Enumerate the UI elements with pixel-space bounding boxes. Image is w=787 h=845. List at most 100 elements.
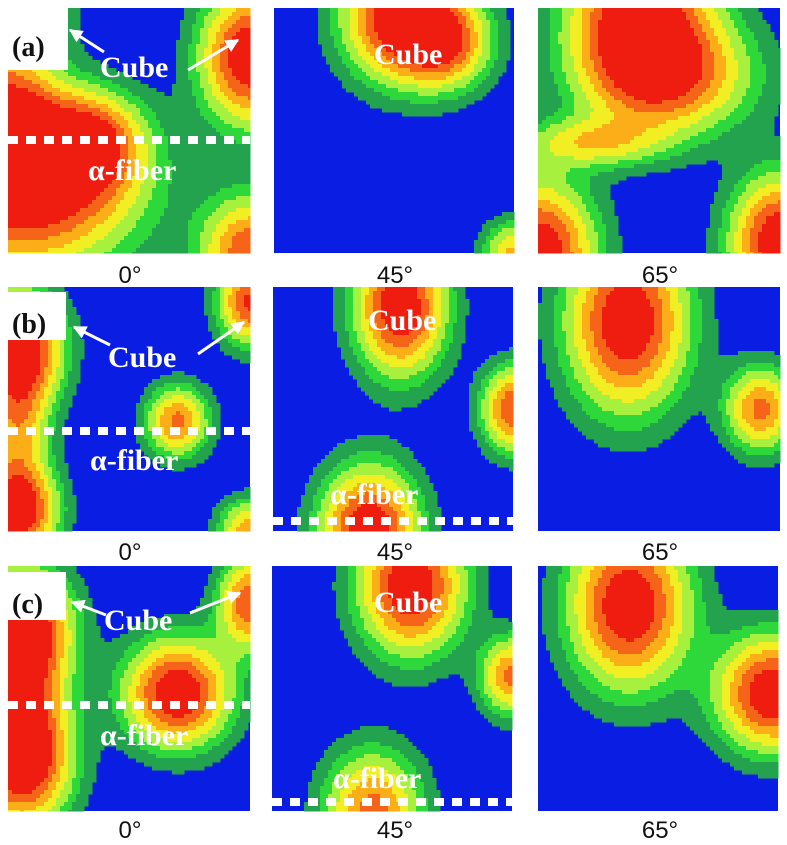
heatmap-cell [132, 128, 141, 133]
heatmap-cell [654, 331, 663, 336]
heatmap-cell [718, 180, 739, 185]
heatmap-cell [546, 570, 563, 575]
heatmap-cell [468, 586, 477, 591]
heatmap-cell [476, 682, 485, 687]
heatmap-cell [208, 519, 221, 524]
heatmap-cell [204, 224, 217, 229]
heatmap-cell [228, 315, 233, 320]
heatmap-cell [8, 746, 53, 751]
heatmap-cell [722, 702, 731, 707]
heatmap-cell [353, 299, 362, 304]
heatmap-cell [570, 200, 583, 205]
heatmap-cell [184, 423, 193, 428]
heatmap-cell [458, 16, 467, 21]
heatmap-cell [200, 698, 209, 703]
heatmap-cell [574, 610, 587, 615]
heatmap-cell [156, 734, 201, 739]
heatmap-cell [20, 423, 33, 428]
heatmap-cell [734, 411, 743, 416]
heatmap-cell [489, 371, 498, 376]
heatmap-cell [318, 12, 331, 17]
heatmap-cell [220, 244, 233, 249]
heatmap-cell [342, 28, 351, 33]
heatmap-cell [433, 315, 442, 320]
heatmap-cell [662, 319, 675, 324]
heatmap-cell [453, 339, 466, 344]
heatmap-cell [100, 116, 113, 121]
angle-label-a-65: 65° [642, 262, 678, 289]
heatmap-cell [746, 658, 767, 663]
heatmap-cell [240, 331, 251, 336]
heatmap-cell [334, 40, 343, 45]
heatmap-cell [405, 523, 414, 528]
heatmap-cell [457, 319, 466, 324]
heatmap-cell [8, 351, 41, 356]
heatmap-cell [92, 228, 113, 233]
heatmap-cell [338, 52, 351, 57]
heatmap-cell [140, 188, 153, 193]
heatmap-cell [368, 610, 377, 615]
heatmap-cell [425, 351, 438, 356]
heatmap-cell [348, 762, 397, 767]
heatmap-cell [490, 28, 499, 33]
heatmap-cell [72, 678, 85, 683]
heatmap-cell [216, 630, 229, 635]
heatmap-cell [220, 662, 237, 667]
heatmap-cell [778, 399, 781, 404]
heatmap-cell [156, 415, 161, 420]
heatmap-cell [562, 96, 575, 101]
heatmap-cell [204, 307, 213, 312]
heatmap-cell [774, 423, 781, 428]
heatmap-cell [196, 64, 205, 69]
heatmap-cell [670, 634, 679, 639]
heatmap-cell [353, 511, 386, 516]
heatmap-cell [348, 810, 361, 812]
heatmap-cell [64, 347, 73, 352]
heatmap-cell [594, 156, 643, 161]
heatmap-cell [208, 72, 217, 77]
heatmap-cell [84, 746, 105, 751]
heatmap-cell [338, 12, 351, 17]
heatmap-cell [84, 622, 97, 627]
heatmap-cell [578, 212, 591, 217]
heatmap-cell [750, 180, 781, 185]
heatmap-cell [742, 403, 755, 408]
heatmap-cell [232, 311, 241, 316]
heatmap-cell [136, 411, 145, 416]
heatmap-cell [32, 387, 41, 392]
heatmap-cell [180, 36, 193, 41]
heatmap-cell [216, 315, 221, 320]
heatmap-cell [220, 602, 225, 607]
heatmap-cell [200, 72, 209, 77]
heatmap-cell [570, 216, 583, 221]
heatmap-cell [68, 375, 81, 380]
heatmap-cell [714, 52, 723, 57]
heatmap-cell [216, 96, 229, 101]
heatmap-cell [48, 80, 65, 85]
heatmap-cell [610, 367, 643, 372]
heatmap-cell [662, 582, 671, 587]
heatmap-cell [8, 511, 37, 516]
heatmap-cell [477, 395, 486, 400]
heatmap-cell [44, 387, 53, 392]
heatmap-cell [480, 710, 493, 715]
heatmap-cell [84, 610, 97, 615]
heatmap-cell [690, 319, 703, 324]
heatmap-cell [574, 104, 591, 109]
heatmap-cell [742, 120, 775, 125]
heatmap-cell [220, 714, 229, 719]
heatmap-cell [698, 144, 781, 149]
heatmap-cell [72, 84, 101, 89]
heatmap-cell [598, 630, 615, 635]
heatmap-cell [654, 598, 667, 603]
heatmap-cell [8, 68, 33, 73]
heatmap-cell [538, 144, 551, 149]
heatmap-cell [365, 371, 382, 376]
heatmap-cell [484, 714, 501, 719]
heatmap-cell [566, 224, 575, 229]
heatmap-cell [244, 574, 251, 579]
heatmap-cell [352, 650, 373, 655]
heatmap-cell [538, 319, 555, 324]
heatmap-cell [8, 76, 25, 81]
heatmap-cell [488, 650, 501, 655]
